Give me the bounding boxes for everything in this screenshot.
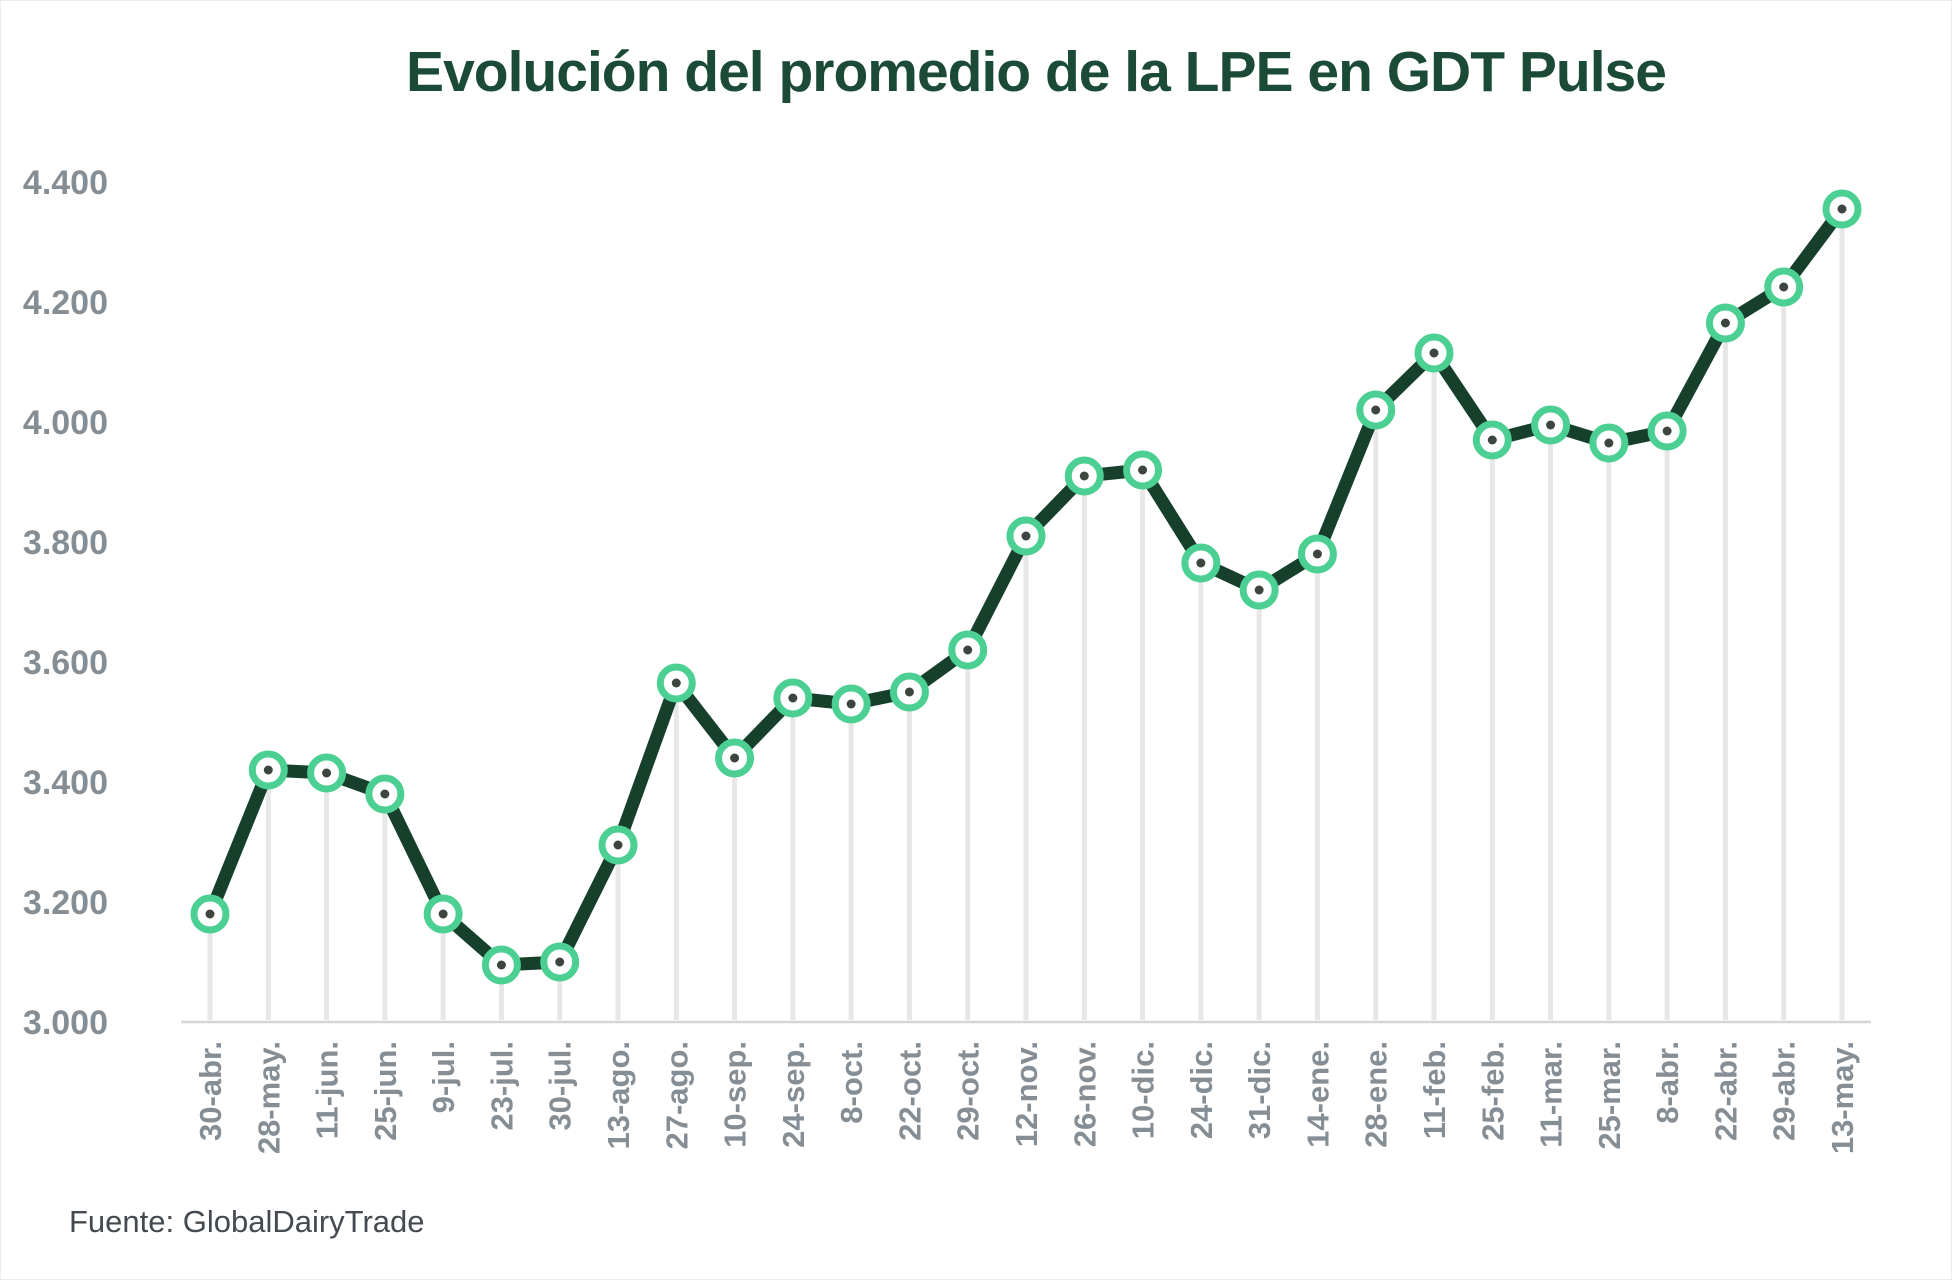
x-axis-tick-label: 13-ago. <box>601 1041 636 1150</box>
data-point-center-dot <box>1196 558 1206 568</box>
x-axis-tick-label: 8-abr. <box>1650 1041 1685 1124</box>
data-point-marker[interactable] <box>1647 411 1687 451</box>
y-axis-tick-label: 3.800 <box>23 524 108 562</box>
data-point-marker[interactable] <box>365 774 405 814</box>
x-axis-tick-label: 22-oct. <box>892 1041 927 1141</box>
data-point-marker[interactable] <box>773 678 813 718</box>
data-point-center-dot <box>963 645 973 655</box>
data-point-center-dot <box>263 765 273 775</box>
x-axis-tick-label: 26-nov. <box>1067 1041 1102 1147</box>
data-point-marker[interactable] <box>307 753 347 793</box>
data-point-marker[interactable] <box>248 750 288 790</box>
x-axis-tick-label: 28-may. <box>251 1041 286 1154</box>
y-axis-tick-label: 4.200 <box>23 284 108 322</box>
data-point-center-dot <box>1254 585 1264 595</box>
x-axis-tick-label: 23-jul. <box>484 1041 519 1131</box>
data-point-center-dot <box>1487 435 1497 445</box>
data-point-marker[interactable] <box>540 942 580 982</box>
y-axis-tick-label: 4.000 <box>23 404 108 442</box>
data-point-marker[interactable] <box>1181 543 1221 583</box>
data-point-marker[interactable] <box>1764 267 1804 307</box>
x-axis-tick-label: 24-dic. <box>1184 1041 1219 1139</box>
x-axis-tick-label: 13-may. <box>1825 1041 1860 1154</box>
x-axis-tick-label: 30-abr. <box>193 1041 228 1141</box>
x-axis-tick-label: 29-abr. <box>1767 1041 1802 1141</box>
x-axis-tick-label: 30-jul. <box>543 1041 578 1131</box>
x-axis-tick-label: 29-oct. <box>951 1041 986 1141</box>
x-axis-tick-label: 24-sep. <box>776 1041 811 1148</box>
data-point-marker[interactable] <box>656 663 696 703</box>
x-axis-tick-label: 28-ene. <box>1359 1041 1394 1148</box>
y-axis-tick-label: 3.200 <box>23 884 108 922</box>
x-axis-tick-label: 11-mar. <box>1534 1041 1569 1148</box>
data-point-marker[interactable] <box>1531 405 1571 445</box>
data-point-center-dot <box>1546 420 1556 430</box>
y-axis-tick-label: 3.400 <box>23 764 108 802</box>
x-axis-tick-label: 25-mar. <box>1592 1041 1627 1150</box>
data-point-marker[interactable] <box>190 894 230 934</box>
x-axis-tick-label: 31-dic. <box>1242 1041 1277 1139</box>
data-point-center-dot <box>730 753 740 763</box>
data-point-center-dot <box>438 909 448 919</box>
y-axis-tick-label: 3.000 <box>23 1004 108 1042</box>
data-point-marker[interactable] <box>1472 420 1512 460</box>
x-axis-tick-label: 10-dic. <box>1126 1041 1161 1139</box>
data-point-center-dot <box>788 693 798 703</box>
data-point-center-dot <box>1021 531 1031 541</box>
data-point-marker[interactable] <box>948 630 988 670</box>
data-point-center-dot <box>380 789 390 799</box>
x-axis-tick-label: 25-feb. <box>1475 1041 1510 1141</box>
data-point-center-dot <box>904 687 914 697</box>
data-point-marker[interactable] <box>1414 333 1454 373</box>
data-point-center-dot <box>1312 549 1322 559</box>
data-point-center-dot <box>1720 318 1730 328</box>
chart-title: Evolución del promedio de la LPE en GDT … <box>406 40 1667 104</box>
data-point-center-dot <box>322 768 332 778</box>
data-point-center-dot <box>1079 471 1089 481</box>
data-point-marker[interactable] <box>1123 450 1163 490</box>
data-point-marker[interactable] <box>889 672 929 712</box>
data-point-marker[interactable] <box>1006 516 1046 556</box>
x-axis-tick-label: 11-feb. <box>1417 1041 1452 1139</box>
x-axis-tick-label: 14-ene. <box>1300 1041 1335 1148</box>
source-note: Fuente: GlobalDairyTrade <box>69 1204 425 1239</box>
data-point-marker[interactable] <box>1589 423 1629 463</box>
data-point-center-dot <box>1371 405 1381 415</box>
data-point-center-dot <box>1837 204 1847 214</box>
data-point-marker[interactable] <box>1064 456 1104 496</box>
x-axis-tick-label: 9-jul. <box>426 1041 461 1113</box>
y-axis-tick-label: 3.600 <box>23 644 108 682</box>
data-point-marker[interactable] <box>1356 390 1396 430</box>
x-axis-tick-label: 8-oct. <box>834 1041 869 1124</box>
x-axis-tick-label: 11-jun. <box>310 1041 345 1139</box>
data-point-center-dot <box>1662 426 1672 436</box>
data-point-center-dot <box>613 840 623 850</box>
data-point-marker[interactable] <box>831 684 871 724</box>
data-point-marker[interactable] <box>1297 534 1337 574</box>
data-point-center-dot <box>671 678 681 688</box>
x-axis-tick-label: 27-ago. <box>659 1041 694 1150</box>
data-point-marker[interactable] <box>715 738 755 778</box>
data-point-center-dot <box>1429 348 1439 358</box>
data-point-marker[interactable] <box>1239 570 1279 610</box>
x-axis-tick-label: 10-sep. <box>718 1041 753 1148</box>
data-point-center-dot <box>205 909 215 919</box>
data-point-center-dot <box>496 960 506 970</box>
data-point-marker[interactable] <box>423 894 463 934</box>
data-point-center-dot <box>1604 438 1614 448</box>
data-point-marker[interactable] <box>598 825 638 865</box>
data-point-center-dot <box>555 957 565 967</box>
data-point-marker[interactable] <box>1822 189 1862 229</box>
data-point-marker[interactable] <box>481 945 521 985</box>
x-axis-tick-label: 22-abr. <box>1708 1041 1743 1141</box>
data-point-marker[interactable] <box>1705 303 1745 343</box>
x-axis-tick-label: 12-nov. <box>1009 1041 1044 1147</box>
y-axis-tick-label: 4.400 <box>23 164 108 202</box>
data-point-center-dot <box>846 699 856 709</box>
data-point-center-dot <box>1138 465 1148 475</box>
x-axis-tick-label: 25-jun. <box>368 1041 403 1141</box>
data-point-center-dot <box>1779 282 1789 292</box>
